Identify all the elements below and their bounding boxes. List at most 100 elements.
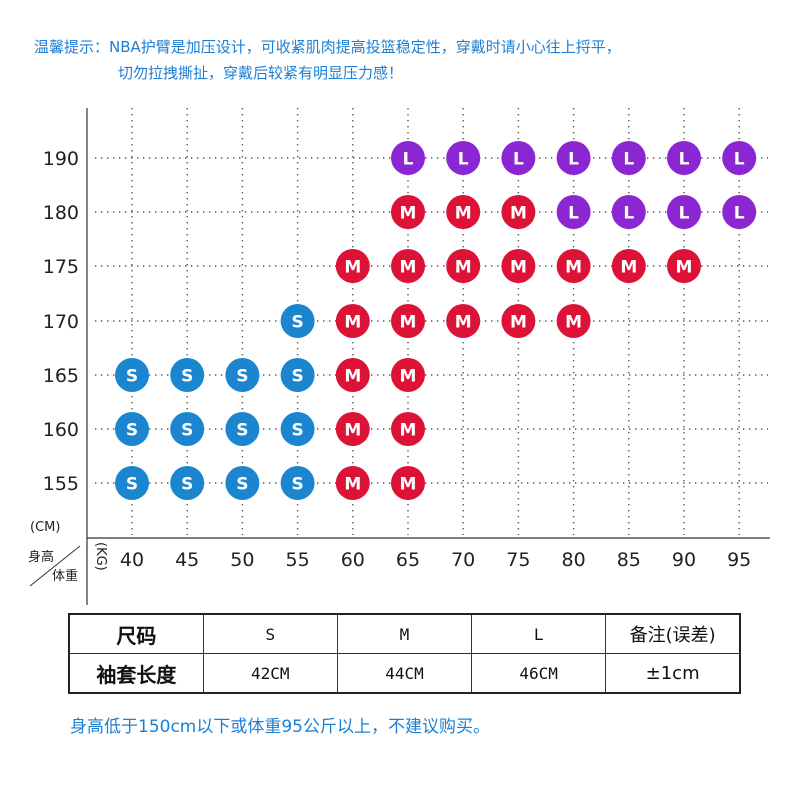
table-value-m: 44CM — [336, 653, 473, 694]
size-point-l: L — [667, 141, 701, 175]
size-point-circle — [170, 466, 205, 500]
size-point-m: M — [335, 304, 370, 338]
size-point-circle — [446, 304, 481, 338]
chart-ticks: 155 160 165 170 175 180 190 40 45 50 55 60 65 70 75 80 8… — [43, 148, 752, 571]
size-point-circle — [446, 141, 481, 175]
size-point-m: M — [501, 195, 536, 229]
size-point-label: M — [510, 258, 527, 278]
table-row-length: 袖套长度 42CM 44CM 46CM ±1cm — [68, 653, 741, 694]
y-tick-label: 165 — [43, 365, 79, 387]
size-point-s: S — [170, 466, 205, 500]
size-point-s: S — [170, 412, 205, 446]
size-point-label: S — [181, 367, 193, 387]
size-point-m: M — [391, 249, 425, 283]
size-point-circle — [391, 412, 425, 446]
size-point-circle — [335, 466, 370, 500]
size-point-circle — [335, 249, 370, 283]
size-point-label: M — [344, 367, 361, 387]
size-point-circle — [115, 412, 149, 446]
size-point-label: S — [126, 421, 138, 441]
table-header-size: 尺码 — [68, 613, 204, 654]
size-point-label: L — [568, 204, 579, 224]
size-point-circle — [225, 412, 260, 446]
table-header-note: 备注(误差) — [605, 613, 741, 654]
size-chart: (CM) 身高 体重 (KG) 155 160 165 170 175 180 190 40 4… — [28, 108, 770, 605]
size-point-circle — [556, 141, 591, 175]
size-point-circle — [280, 304, 315, 338]
size-point-label: M — [344, 475, 361, 495]
size-point-label: M — [344, 258, 361, 278]
size-point-circle — [722, 195, 757, 229]
size-point-circle — [611, 141, 646, 175]
size-point-label: S — [236, 367, 248, 387]
size-point-label: L — [734, 204, 745, 224]
x-tick-label: 75 — [506, 549, 530, 571]
size-point-l: L — [391, 141, 425, 175]
size-point-s: S — [280, 358, 315, 392]
size-point-s: S — [280, 304, 315, 338]
size-point-label: M — [565, 313, 582, 333]
size-point-m: M — [335, 249, 370, 283]
size-point-circle — [335, 358, 370, 392]
size-table: 尺码 S M L 备注(误差) 袖套长度 42CM 44CM 46CM ±1cm — [68, 613, 741, 694]
table-header-s: S — [202, 613, 338, 654]
size-point-m: M — [446, 304, 481, 338]
size-point-circle — [501, 249, 536, 283]
table-row-header: 尺码 S M L 备注(误差) — [68, 613, 741, 654]
size-point-l: L — [556, 141, 591, 175]
size-point-circle — [556, 249, 591, 283]
table-value-l: 46CM — [471, 653, 607, 694]
x-tick-label: 50 — [230, 549, 254, 571]
size-point-circle — [391, 466, 425, 500]
size-point-circle — [446, 195, 481, 229]
x-tick-label: 90 — [672, 549, 696, 571]
x-tick-label: 60 — [341, 549, 365, 571]
size-point-l: L — [722, 141, 757, 175]
size-point-label: S — [126, 475, 138, 495]
size-point-label: S — [236, 475, 248, 495]
size-point-label: M — [455, 258, 472, 278]
size-point-label: M — [400, 204, 417, 224]
y-tick-label: 155 — [43, 473, 79, 495]
table-value-note: ±1cm — [605, 653, 741, 694]
size-point-s: S — [225, 466, 260, 500]
size-point-label: S — [236, 421, 248, 441]
y-tick-label: 170 — [43, 311, 79, 333]
size-point-l: L — [611, 141, 646, 175]
size-point-label: M — [565, 258, 582, 278]
size-point-s: S — [170, 358, 205, 392]
size-point-circle — [391, 304, 425, 338]
size-point-s: S — [225, 412, 260, 446]
size-point-l: L — [667, 195, 701, 229]
size-point-circle — [280, 412, 315, 446]
size-point-m: M — [391, 358, 425, 392]
size-point-m: M — [335, 358, 370, 392]
size-point-circle — [391, 195, 425, 229]
size-point-circle — [611, 195, 646, 229]
table-header-m: M — [336, 613, 473, 654]
size-point-label: M — [400, 367, 417, 387]
size-point-s: S — [280, 412, 315, 446]
x-tick-label: 45 — [175, 549, 199, 571]
size-point-s: S — [115, 412, 149, 446]
size-point-label: L — [513, 150, 524, 170]
size-point-m: M — [391, 412, 425, 446]
size-point-m: M — [667, 249, 701, 283]
size-point-l: L — [446, 141, 481, 175]
corner-label-height: 身高 — [28, 549, 54, 565]
size-point-circle — [391, 141, 425, 175]
size-point-label: L — [458, 150, 469, 170]
size-point-circle — [722, 141, 757, 175]
x-tick-label: 80 — [562, 549, 586, 571]
size-point-circle — [446, 249, 481, 283]
corner-label-weight: 体重 — [52, 568, 78, 584]
size-point-label: S — [291, 367, 303, 387]
notice-line-2: 切勿拉拽撕扯，穿戴后较紧有明显压力感！ — [118, 64, 404, 82]
size-point-circle — [225, 466, 260, 500]
size-point-label: L — [623, 150, 634, 170]
size-point-m: M — [391, 466, 425, 500]
size-point-label: M — [400, 313, 417, 333]
size-point-m: M — [556, 249, 591, 283]
size-point-s: S — [225, 358, 260, 392]
size-point-circle — [335, 412, 370, 446]
